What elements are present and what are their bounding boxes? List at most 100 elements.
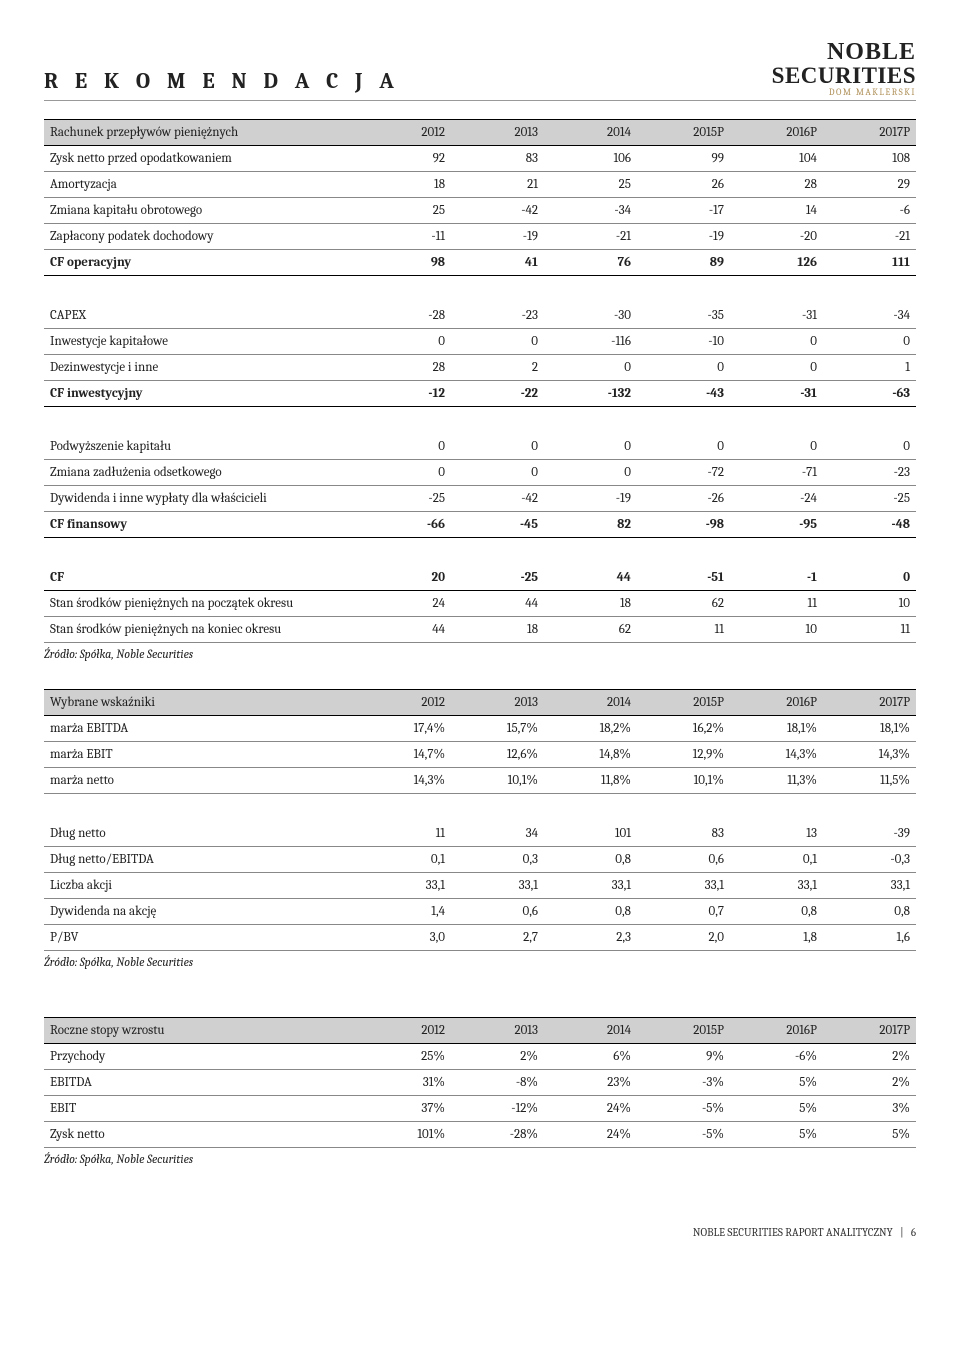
table-row: EBIT37%-12%24%-5%5%3%: [44, 1096, 916, 1122]
value-cell: 25%: [358, 1044, 451, 1070]
table-row: Dezinwestycje i inne2820001: [44, 355, 916, 381]
table-row: Amortyzacja182125262829: [44, 172, 916, 198]
value-cell: -35: [637, 303, 730, 329]
row-label-cell: EBIT: [44, 1096, 358, 1122]
value-cell: -19: [451, 224, 544, 250]
value-cell: 18: [451, 617, 544, 643]
table-row: Inwestycje kapitałowe00-116-1000: [44, 329, 916, 355]
table-header-row: Wybrane wskaźniki2012201320142015P2016P2…: [44, 690, 916, 716]
value-cell: 2: [451, 355, 544, 381]
value-cell: 14,7%: [358, 742, 451, 768]
value-cell: 101%: [358, 1122, 451, 1148]
value-cell: 18,1%: [823, 716, 916, 742]
value-cell: -0,3: [823, 847, 916, 873]
header-year-cell: 2012: [358, 690, 451, 716]
row-label-cell: CF inwestycyjny: [44, 381, 358, 407]
value-cell: -12%: [451, 1096, 544, 1122]
table-row: Liczba akcji33,133,133,133,133,133,1: [44, 873, 916, 899]
table-row: marża EBIT14,7%12,6%14,8%12,9%14,3%14,3%: [44, 742, 916, 768]
row-label-cell: CF finansowy: [44, 512, 358, 538]
value-cell: 33,1: [544, 873, 637, 899]
spacer-row: [44, 538, 916, 566]
value-cell: 92: [358, 146, 451, 172]
value-cell: 2%: [823, 1070, 916, 1096]
table-row: Dług netto11341018313-39: [44, 821, 916, 847]
value-cell: -11: [358, 224, 451, 250]
footer-sep: |: [900, 1226, 903, 1239]
row-label-cell: CF: [44, 565, 358, 591]
value-cell: 18,2%: [544, 716, 637, 742]
value-cell: 15,7%: [451, 716, 544, 742]
header-year-cell: 2015P: [637, 690, 730, 716]
header-year-cell: 2012: [358, 120, 451, 146]
value-cell: -31: [730, 381, 823, 407]
spacer-row: [44, 407, 916, 435]
table-row: CF inwestycyjny-12-22-132-43-31-63: [44, 381, 916, 407]
page-header: R E K O M E N D A C J A NOBLE SECURITIES…: [44, 40, 916, 101]
source-text-2: Źródło: Spółka, Noble Securities: [44, 955, 916, 969]
row-label-cell: Zapłacony podatek dochodowy: [44, 224, 358, 250]
value-cell: 11,5%: [823, 768, 916, 794]
value-cell: 33,1: [823, 873, 916, 899]
value-cell: 44: [451, 591, 544, 617]
row-label-cell: EBITDA: [44, 1070, 358, 1096]
value-cell: 10,1%: [637, 768, 730, 794]
value-cell: 24: [358, 591, 451, 617]
value-cell: 0: [823, 565, 916, 591]
source-text-3: Źródło: Spółka, Noble Securities: [44, 1152, 916, 1166]
value-cell: 11: [637, 617, 730, 643]
value-cell: 62: [544, 617, 637, 643]
value-cell: 0: [544, 460, 637, 486]
footer-text: NOBLE SECURITIES RAPORT ANALITYCZNY: [693, 1226, 893, 1239]
value-cell: 89: [637, 250, 730, 276]
header-year-cell: 2013: [451, 1018, 544, 1044]
value-cell: -12: [358, 381, 451, 407]
value-cell: 2%: [823, 1044, 916, 1070]
value-cell: -25: [823, 486, 916, 512]
value-cell: -45: [451, 512, 544, 538]
value-cell: 0: [823, 329, 916, 355]
value-cell: 10: [823, 591, 916, 617]
header-year-cell: 2016P: [730, 120, 823, 146]
row-label-cell: Dług netto: [44, 821, 358, 847]
value-cell: 2,3: [544, 925, 637, 951]
value-cell: 33,1: [358, 873, 451, 899]
spacer-row: [44, 276, 916, 304]
value-cell: 21: [451, 172, 544, 198]
table-row: Podwyższenie kapitału000000: [44, 434, 916, 460]
value-cell: -8%: [451, 1070, 544, 1096]
header-year-cell: 2016P: [730, 1018, 823, 1044]
value-cell: -3%: [637, 1070, 730, 1096]
table-row: Zysk netto przed opodatkowaniem928310699…: [44, 146, 916, 172]
value-cell: -6: [823, 198, 916, 224]
table-row: Dywidenda na akcję1,40,60,80,70,80,8: [44, 899, 916, 925]
page-title: R E K O M E N D A C J A: [44, 40, 400, 94]
spacer-row: [44, 794, 916, 822]
value-cell: 108: [823, 146, 916, 172]
table-row: CF finansowy-66-4582-98-95-48: [44, 512, 916, 538]
row-label-cell: Stan środków pieniężnych na koniec okres…: [44, 617, 358, 643]
value-cell: 2,0: [637, 925, 730, 951]
value-cell: -39: [823, 821, 916, 847]
header-year-cell: 2017P: [823, 1018, 916, 1044]
row-label-cell: CF operacyjny: [44, 250, 358, 276]
value-cell: 101: [544, 821, 637, 847]
value-cell: 0: [730, 434, 823, 460]
value-cell: -31: [730, 303, 823, 329]
row-label-cell: Dług netto/EBITDA: [44, 847, 358, 873]
logo-text-bottom: SECURITIES: [772, 64, 916, 87]
value-cell: -71: [730, 460, 823, 486]
value-cell: 0,8: [544, 899, 637, 925]
value-cell: -132: [544, 381, 637, 407]
row-label-cell: Dywidenda na akcję: [44, 899, 358, 925]
brand-logo: NOBLE SECURITIES DOM MAKLERSKI: [772, 40, 916, 98]
value-cell: 0,1: [730, 847, 823, 873]
value-cell: 11: [358, 821, 451, 847]
value-cell: 0: [358, 329, 451, 355]
table-row: P/BV3,02,72,32,01,81,6: [44, 925, 916, 951]
value-cell: 98: [358, 250, 451, 276]
value-cell: 14,8%: [544, 742, 637, 768]
value-cell: 34: [451, 821, 544, 847]
value-cell: 76: [544, 250, 637, 276]
header-year-cell: 2014: [544, 690, 637, 716]
